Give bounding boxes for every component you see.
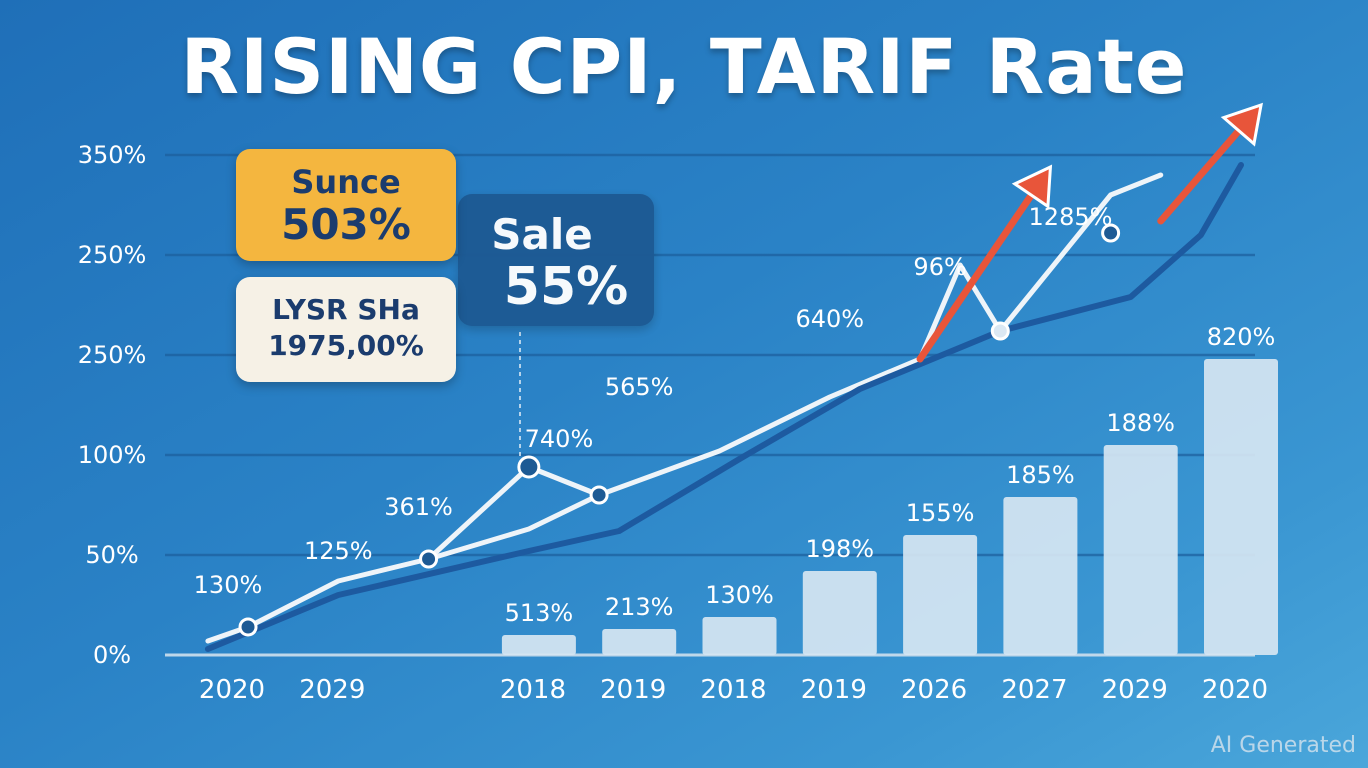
point-labels: 130% 125% 361% 740% 565% 640% 96% 1285% bbox=[194, 203, 1113, 599]
bar-value-label: 185% bbox=[1006, 461, 1075, 489]
bar-value-label: 820% bbox=[1207, 323, 1276, 351]
bar bbox=[602, 629, 677, 655]
x-tick-label: 2026 bbox=[901, 675, 967, 705]
point-value-label: 361% bbox=[384, 493, 453, 521]
point-value-label: 96% bbox=[913, 253, 966, 281]
bar bbox=[1003, 497, 1078, 655]
x-tick-label: 2019 bbox=[600, 675, 666, 705]
bar-value-label: 213% bbox=[605, 593, 674, 621]
callout-lysr: LYSR SHa 1975,00% bbox=[236, 277, 456, 382]
x-tick-label: 2019 bbox=[801, 675, 867, 705]
red-arrow-shaft bbox=[1157, 127, 1243, 225]
line-markers bbox=[238, 223, 1121, 637]
white-trend-line bbox=[205, 356, 923, 644]
x-tick-label: 2018 bbox=[500, 675, 566, 705]
x-axis: 2020 2029 2018 2019 2018 2019 2026 2027 2029 2020 bbox=[199, 675, 1268, 705]
bar bbox=[702, 617, 777, 655]
x-tick-label: 2029 bbox=[1102, 675, 1168, 705]
red-arrow-head bbox=[1011, 164, 1053, 210]
callout-sale-label: Sale bbox=[491, 210, 593, 259]
bar bbox=[802, 571, 877, 655]
x-tick-label: 2018 bbox=[700, 675, 766, 705]
white-trend-line bbox=[426, 464, 602, 562]
bar-value-label: 155% bbox=[906, 499, 975, 527]
chart-title: RISING CPI, TARIF Rate bbox=[180, 22, 1188, 111]
red-arrow-shaft bbox=[916, 191, 1035, 363]
red-arrows bbox=[916, 102, 1263, 363]
callout-sale: Sale 55% bbox=[458, 194, 654, 326]
y-axis: 0% 50% 100% 250% 250% 350% bbox=[78, 141, 147, 669]
callout-sale-value: 55% bbox=[503, 257, 629, 317]
bar bbox=[501, 635, 576, 655]
y-tick-label: 250% bbox=[78, 341, 147, 369]
callout-sunce-value: 503% bbox=[281, 200, 411, 249]
x-tick-label: 2020 bbox=[199, 675, 265, 705]
line-marker bbox=[419, 549, 439, 569]
point-value-label: 125% bbox=[304, 537, 373, 565]
red-arrow-head bbox=[1220, 102, 1263, 147]
bar-value-label: 130% bbox=[705, 581, 774, 609]
callout-sunce-label: Sunce bbox=[291, 163, 401, 201]
line-marker bbox=[589, 485, 609, 505]
point-value-label: 740% bbox=[525, 425, 594, 453]
bars bbox=[501, 359, 1278, 655]
bar-labels: 513% 213% 130% 198% 155% 185% 188% 820% bbox=[505, 323, 1276, 627]
line-marker bbox=[238, 617, 258, 637]
callout-lysr-label: LYSR SHa bbox=[272, 293, 420, 326]
line-marker bbox=[1101, 223, 1121, 243]
callout-lysr-value: 1975,00% bbox=[268, 329, 424, 362]
y-tick-label: 50% bbox=[85, 541, 138, 569]
bar-value-label: 188% bbox=[1106, 409, 1175, 437]
bar-value-label: 198% bbox=[805, 535, 874, 563]
y-tick-label: 100% bbox=[78, 441, 147, 469]
point-value-label: 130% bbox=[194, 571, 263, 599]
line-marker bbox=[517, 455, 541, 479]
y-tick-label: 250% bbox=[78, 241, 147, 269]
x-tick-label: 2027 bbox=[1001, 675, 1067, 705]
dark-trend-line bbox=[204, 162, 1244, 652]
bar bbox=[1204, 359, 1278, 655]
bar-value-label: 513% bbox=[505, 599, 574, 627]
bar bbox=[903, 535, 978, 655]
y-tick-label: 0% bbox=[93, 641, 131, 669]
line-marker bbox=[990, 321, 1010, 341]
point-value-label: 1285% bbox=[1029, 203, 1113, 231]
x-tick-label: 2020 bbox=[1202, 675, 1268, 705]
callout-sunce: Sunce 503% bbox=[236, 149, 456, 261]
y-tick-label: 350% bbox=[78, 141, 147, 169]
point-value-label: 640% bbox=[795, 305, 864, 333]
point-value-label: 565% bbox=[605, 373, 674, 401]
ai-generated-watermark: AI Generated bbox=[1210, 733, 1356, 758]
bar bbox=[1103, 445, 1178, 655]
x-tick-label: 2029 bbox=[299, 675, 365, 705]
